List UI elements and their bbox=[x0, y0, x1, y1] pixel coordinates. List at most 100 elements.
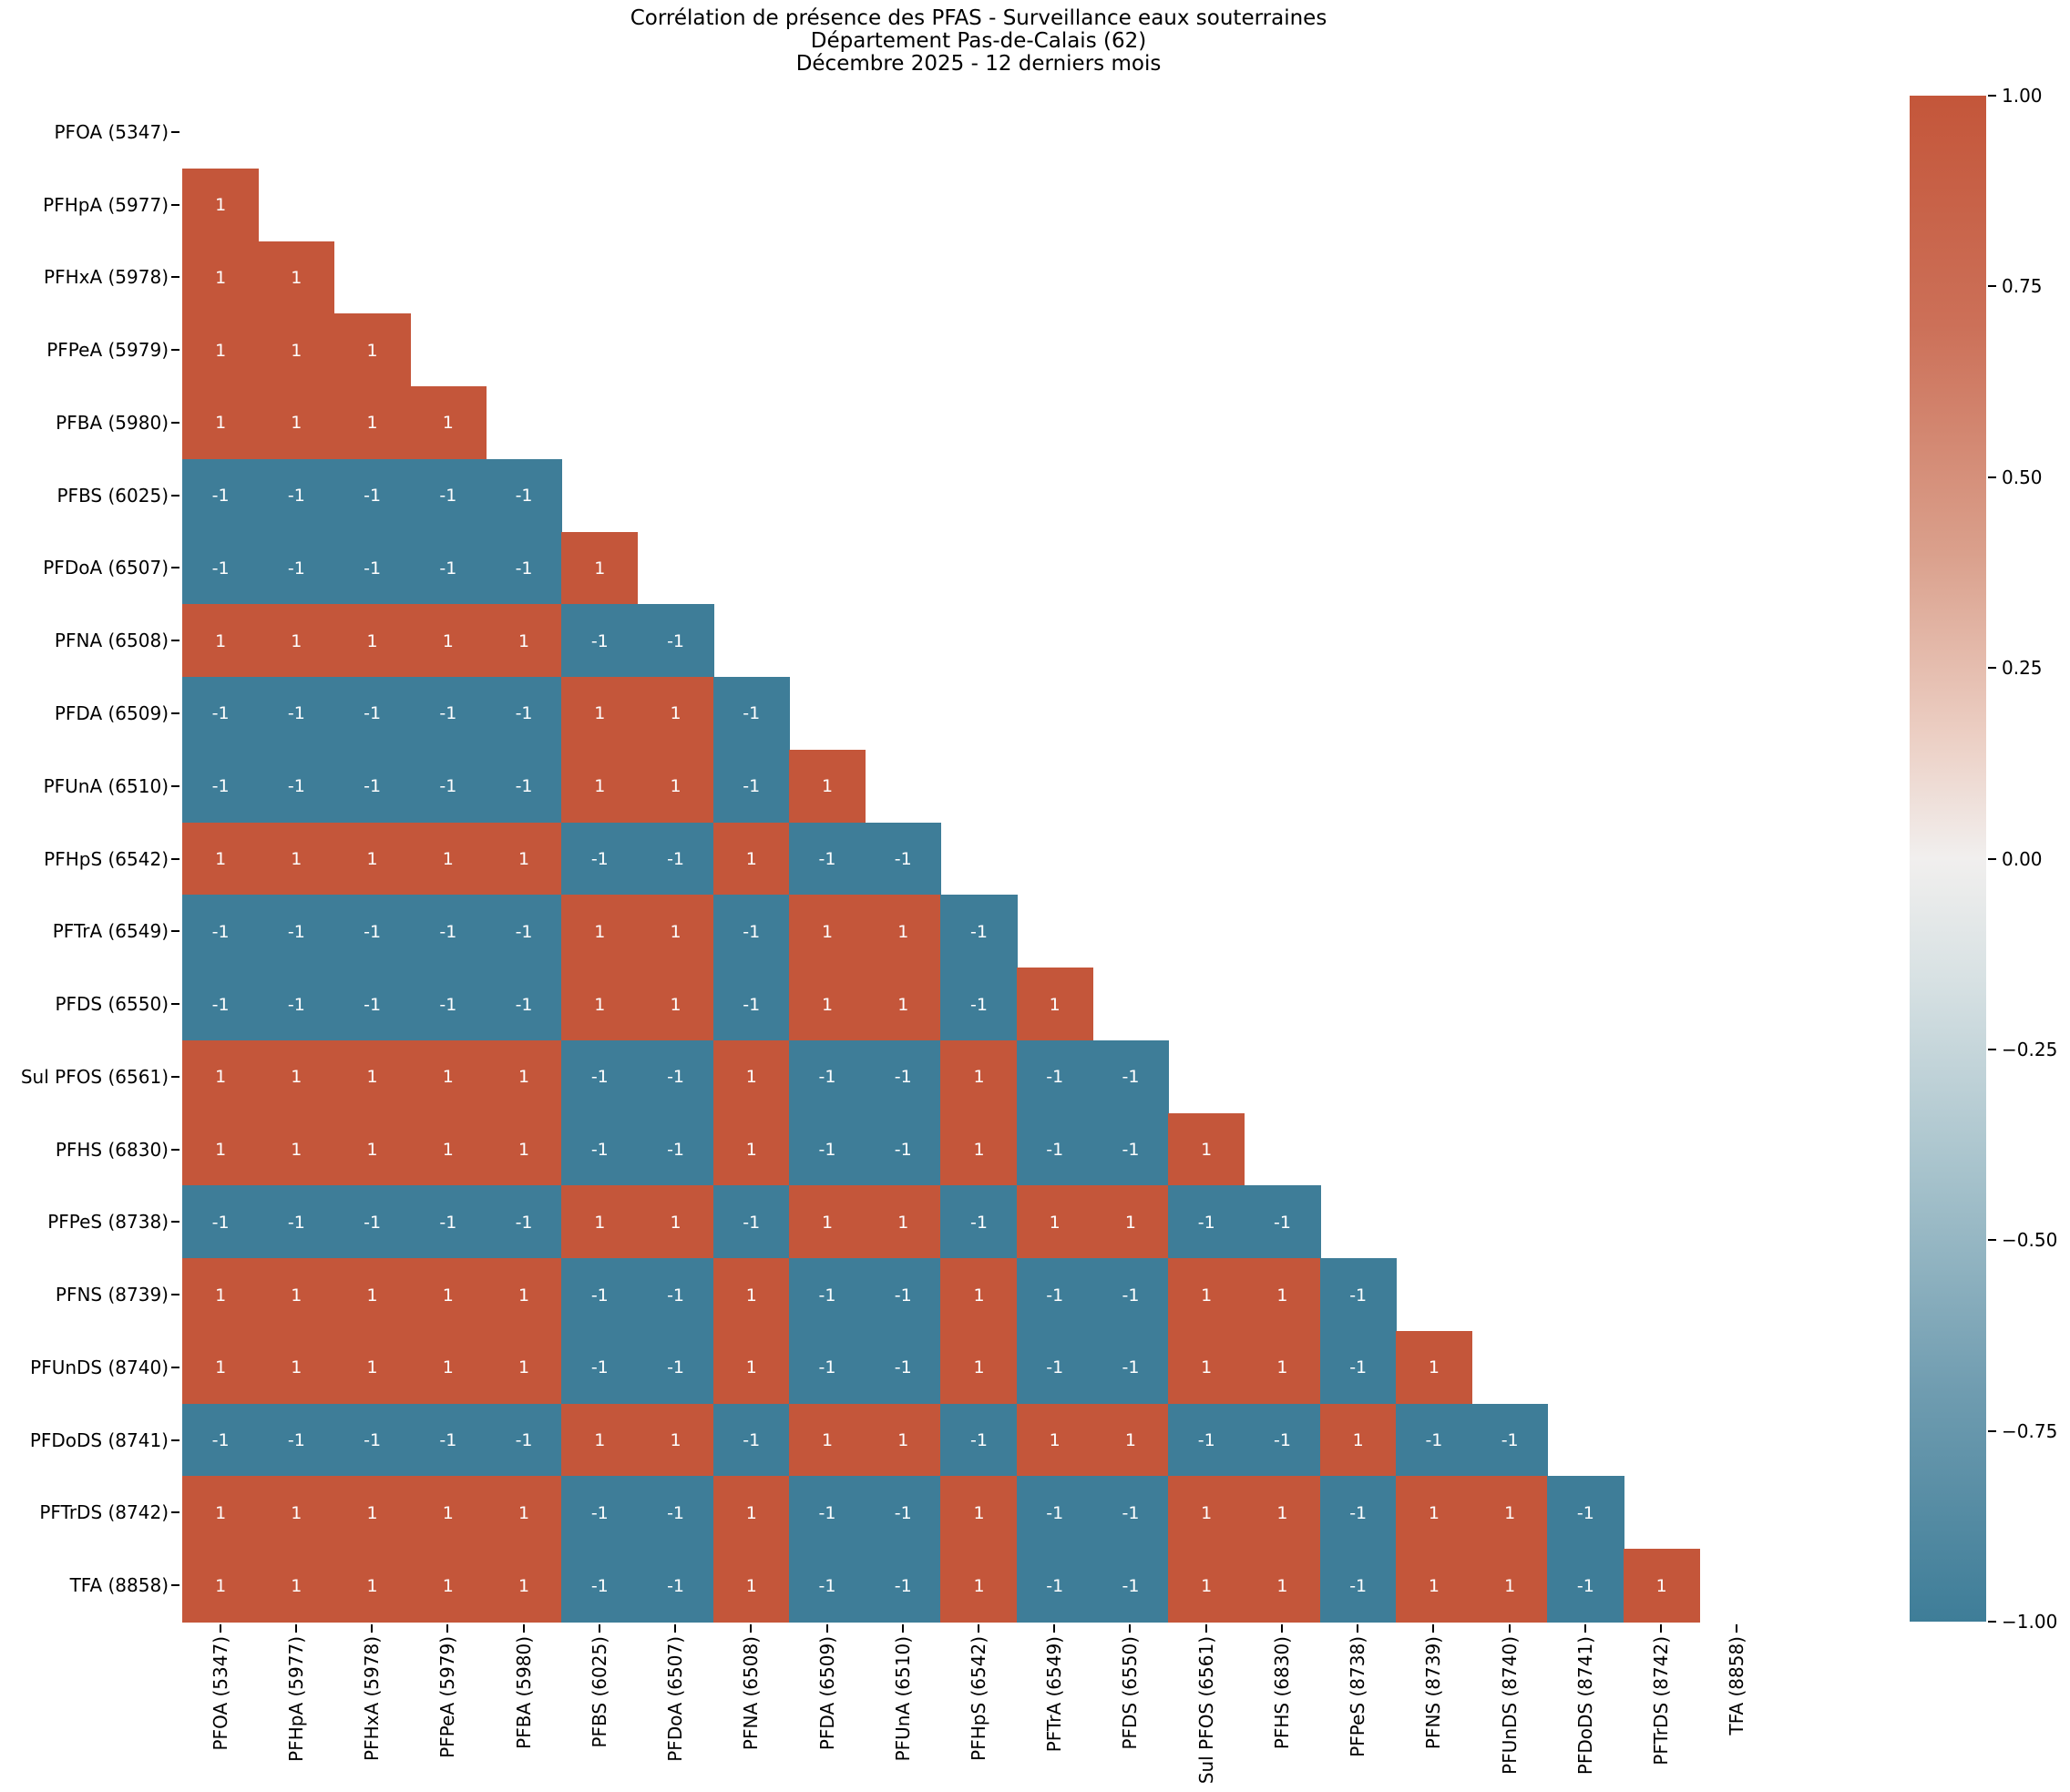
x-tick-mark bbox=[1280, 1624, 1283, 1633]
heatmap-cell: 1 bbox=[409, 1476, 487, 1551]
heatmap-cell: -1 bbox=[409, 895, 487, 969]
heatmap-cell: 1 bbox=[258, 822, 335, 896]
heatmap-cell: -1 bbox=[258, 531, 335, 606]
heatmap-cell: -1 bbox=[182, 1185, 260, 1260]
x-tick-mark bbox=[1204, 1624, 1207, 1633]
x-tick-label: TFA (8858) bbox=[1726, 1636, 1748, 1736]
x-tick-label: PFDS (6550) bbox=[1119, 1636, 1142, 1750]
heatmap-cell: 1 bbox=[258, 1112, 335, 1187]
colorbar-tick-mark bbox=[1988, 285, 1996, 288]
heatmap-cell: -1 bbox=[1091, 1476, 1170, 1551]
heatmap-cell: -1 bbox=[258, 458, 335, 533]
heatmap-cell: 1 bbox=[940, 1549, 1018, 1623]
x-tick-mark bbox=[1508, 1624, 1511, 1633]
colorbar-tick-label: −0.75 bbox=[2002, 1419, 2058, 1442]
y-tick-label: PFPeA (5979) bbox=[46, 339, 169, 362]
chart-title-line2: Département Pas-de-Calais (62) bbox=[810, 29, 1147, 53]
heatmap-cell: 1 bbox=[333, 386, 411, 460]
heatmap-cell: -1 bbox=[865, 1258, 942, 1332]
heatmap-cell: -1 bbox=[485, 968, 563, 1041]
y-tick-label: PFDoDS (8741) bbox=[29, 1428, 169, 1451]
heatmap-cell: 1 bbox=[182, 822, 260, 896]
chart-title: Corrélation de présence des PFAS - Surve… bbox=[182, 7, 1775, 76]
heatmap-cell: 1 bbox=[637, 677, 714, 751]
x-tick-mark bbox=[598, 1624, 600, 1633]
colorbar-tick-mark bbox=[1988, 857, 1996, 860]
y-tick-mark bbox=[171, 784, 179, 787]
heatmap-cell: -1 bbox=[940, 1185, 1018, 1260]
heatmap-cell: -1 bbox=[788, 1258, 866, 1332]
heatmap-cell: -1 bbox=[561, 1039, 639, 1114]
y-tick-label: PFDS (6550) bbox=[55, 993, 169, 1016]
x-tick-label: PFHxA (5978) bbox=[361, 1636, 384, 1761]
heatmap-cell: 1 bbox=[409, 1039, 487, 1114]
x-tick-mark bbox=[522, 1624, 525, 1633]
y-tick-label: PFNA (6508) bbox=[54, 630, 169, 652]
y-tick-label: PFBA (5980) bbox=[56, 411, 169, 434]
heatmap-cell: -1 bbox=[409, 531, 487, 606]
heatmap-cell: -1 bbox=[712, 895, 790, 969]
heatmap-cell: 1 bbox=[561, 1185, 639, 1260]
heatmap-cell: 1 bbox=[409, 1112, 487, 1187]
heatmap-cell: -1 bbox=[788, 1476, 866, 1551]
x-tick-label: PFPeS (8738) bbox=[1347, 1636, 1369, 1757]
y-tick-mark bbox=[171, 1439, 179, 1441]
heatmap-cell: 1 bbox=[788, 749, 866, 824]
heatmap-cell: -1 bbox=[637, 1330, 714, 1405]
heatmap-cell: 1 bbox=[333, 1330, 411, 1405]
heatmap-cell: 1 bbox=[865, 1185, 942, 1260]
x-tick-label: PFHpS (6542) bbox=[968, 1636, 989, 1761]
heatmap-cell: -1 bbox=[258, 1403, 335, 1478]
heatmap-cell: 1 bbox=[940, 1330, 1018, 1405]
heatmap-cell: 1 bbox=[258, 1476, 335, 1551]
heatmap-cell: 1 bbox=[561, 677, 639, 751]
y-tick-label: Sul PFOS (6561) bbox=[20, 1065, 169, 1088]
y-tick-mark bbox=[171, 857, 179, 860]
heatmap-cell: 1 bbox=[333, 1112, 411, 1187]
x-tick-mark bbox=[750, 1624, 753, 1633]
heatmap-cell: 1 bbox=[1168, 1549, 1245, 1623]
heatmap-cell: 1 bbox=[182, 604, 260, 679]
y-tick-mark bbox=[171, 203, 179, 206]
heatmap-cell: -1 bbox=[485, 677, 563, 751]
x-tick-mark bbox=[294, 1624, 297, 1633]
heatmap-cell: 1 bbox=[182, 386, 260, 460]
heatmap-cell: 1 bbox=[940, 1112, 1018, 1187]
heatmap-cell: -1 bbox=[409, 1185, 487, 1260]
heatmap-cell: -1 bbox=[182, 1403, 260, 1478]
heatmap-cell: 1 bbox=[637, 895, 714, 969]
heatmap-cell: 1 bbox=[940, 1039, 1018, 1114]
y-tick-mark bbox=[171, 130, 179, 133]
heatmap-cell: -1 bbox=[637, 1476, 714, 1551]
heatmap-cell: -1 bbox=[561, 1549, 639, 1623]
heatmap-cell: -1 bbox=[1395, 1403, 1473, 1478]
heatmap-cell: 1 bbox=[561, 968, 639, 1041]
heatmap-cell: 1 bbox=[561, 1403, 639, 1478]
heatmap-cell: 1 bbox=[1395, 1549, 1473, 1623]
x-tick-label: PFTrA (6549) bbox=[1043, 1636, 1066, 1753]
x-tick-label: PFNA (6508) bbox=[740, 1636, 763, 1751]
x-tick-label: PFNS (8739) bbox=[1422, 1636, 1445, 1750]
heatmap-cell: -1 bbox=[637, 1549, 714, 1623]
heatmap-cell: -1 bbox=[712, 1403, 790, 1478]
heatmap-cell: 1 bbox=[865, 1403, 942, 1478]
heatmap-cell: -1 bbox=[865, 1039, 942, 1114]
heatmap-cell: 1 bbox=[1395, 1330, 1473, 1405]
y-tick-mark bbox=[171, 567, 179, 569]
heatmap-cell: -1 bbox=[333, 968, 411, 1041]
heatmap-cell: 1 bbox=[182, 1549, 260, 1623]
heatmap-cell: 1 bbox=[712, 1330, 790, 1405]
heatmap-cell: 1 bbox=[485, 1476, 563, 1551]
heatmap-cell: -1 bbox=[1319, 1549, 1397, 1623]
y-tick-label: PFHpA (5977) bbox=[43, 193, 169, 216]
heatmap-cell: 1 bbox=[182, 1112, 260, 1187]
colorbar-tick-label: 0.75 bbox=[2002, 275, 2043, 298]
x-tick-mark bbox=[1357, 1624, 1359, 1633]
heatmap-cell: -1 bbox=[1471, 1403, 1549, 1478]
heatmap-cell: 1 bbox=[788, 1403, 866, 1478]
heatmap-cell: -1 bbox=[182, 968, 260, 1041]
heatmap-cell: 1 bbox=[1244, 1330, 1321, 1405]
heatmap-cell: 1 bbox=[182, 1258, 260, 1332]
heatmap-cell: -1 bbox=[1016, 1476, 1093, 1551]
heatmap-cell: -1 bbox=[561, 604, 639, 679]
